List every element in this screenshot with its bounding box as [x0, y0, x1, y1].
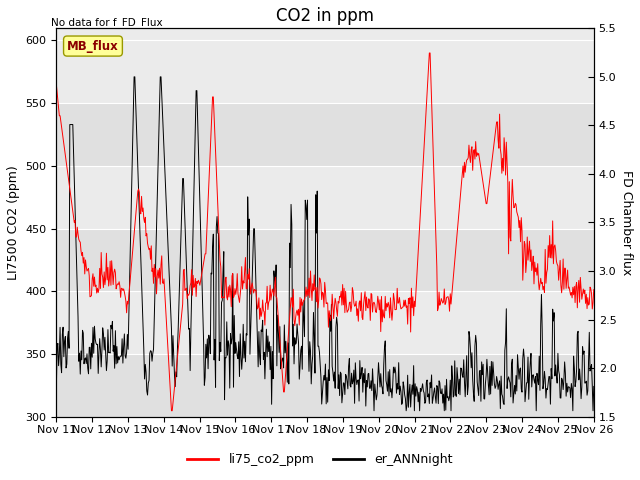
Legend: li75_co2_ppm, er_ANNnight: li75_co2_ppm, er_ANNnight: [182, 448, 458, 471]
Y-axis label: LI7500 CO2 (ppm): LI7500 CO2 (ppm): [7, 165, 20, 280]
Y-axis label: FD Chamber flux: FD Chamber flux: [620, 170, 633, 275]
Bar: [56, 291, 594, 354]
Bar: [56, 229, 594, 291]
Text: MB_flux: MB_flux: [67, 39, 119, 53]
Bar: [56, 354, 594, 417]
Text: No data for f_FD_Flux: No data for f_FD_Flux: [51, 17, 163, 28]
Bar: [56, 103, 594, 166]
Bar: [56, 40, 594, 103]
Bar: [56, 166, 594, 229]
Title: CO2 in ppm: CO2 in ppm: [276, 7, 374, 25]
